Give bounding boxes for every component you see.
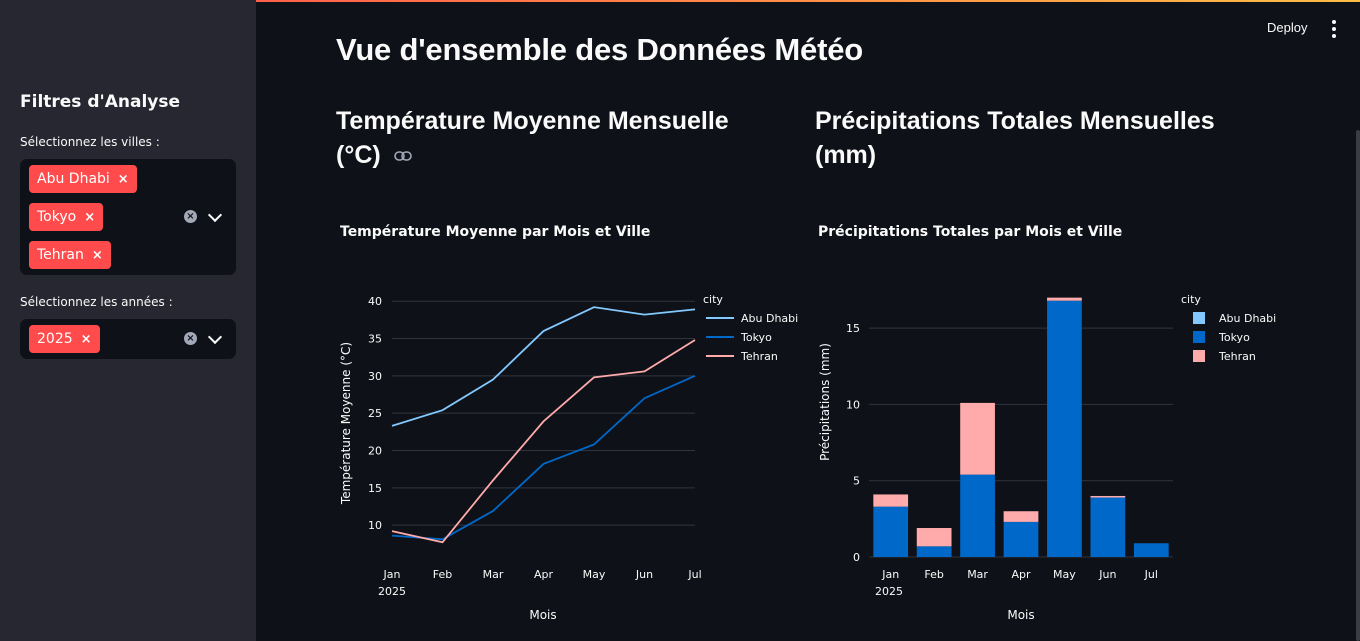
city-tag: Tokyo ×	[29, 203, 104, 231]
legend-item[interactable]: Tehran	[740, 350, 778, 363]
sidebar-title: Filtres d'Analyse	[20, 92, 181, 112]
top-accent-bar	[0, 0, 1360, 2]
chart-title: Température Moyenne par Mois et Ville	[340, 224, 650, 240]
legend-title: city	[1181, 293, 1201, 306]
bar-segment	[1090, 495, 1126, 498]
x-tick-label: Apr	[1011, 568, 1031, 581]
precipitation-section-line2: (mm)	[815, 141, 877, 169]
legend-swatch	[1193, 312, 1205, 324]
y-tick-label: 30	[368, 370, 382, 383]
x-axis-sublabel: 2025	[875, 585, 903, 598]
remove-tag-icon[interactable]: ×	[91, 248, 103, 263]
link-icon[interactable]	[393, 150, 412, 162]
bar-segment	[873, 494, 909, 507]
temperature-section-line2: (°C)	[336, 141, 381, 169]
bar-segment	[1090, 497, 1126, 557]
x-tick-label: Jan	[383, 568, 401, 581]
y-axis-label: Température Moyenne (°C)	[339, 342, 353, 505]
page-title: Vue d'ensemble des Données Météo	[336, 32, 863, 67]
bar-segment	[916, 546, 952, 557]
x-tick-label: Feb	[433, 568, 452, 581]
remove-tag-icon[interactable]: ×	[84, 210, 96, 225]
x-tick-label: May	[583, 568, 606, 581]
temperature-line-chart: Température Moyenne par Mois et Ville 10…	[339, 224, 798, 622]
series-line	[391, 339, 696, 544]
x-axis-label: Mois	[529, 608, 556, 622]
bar-segment	[916, 528, 952, 547]
sidebar: Filtres d'Analyse Sélectionnez les ville…	[0, 0, 256, 641]
y-tick-label: 15	[846, 322, 860, 335]
bar-segment	[1003, 511, 1039, 522]
x-tick-label: May	[1053, 568, 1076, 581]
legend-item[interactable]: Tehran	[1218, 350, 1256, 363]
y-tick-label: 0	[853, 551, 860, 564]
chart-title: Précipitations Totales par Mois et Ville	[818, 224, 1122, 240]
y-tick-label: 40	[368, 295, 382, 308]
x-axis-label: Mois	[1007, 608, 1034, 622]
city-tag: Abu Dhabi ×	[29, 165, 137, 193]
legend-item[interactable]: Abu Dhabi	[741, 312, 798, 325]
chevron-down-icon[interactable]	[207, 207, 223, 223]
remove-tag-icon[interactable]: ×	[117, 172, 129, 187]
x-tick-label: Jul	[1144, 568, 1158, 581]
y-tick-label: 10	[846, 398, 860, 411]
x-tick-label: Jul	[687, 568, 701, 581]
main-menu-icon[interactable]	[1328, 20, 1340, 38]
x-tick-label: Apr	[534, 568, 554, 581]
bar-segment	[1047, 297, 1082, 301]
remove-tag-icon[interactable]: ×	[80, 332, 92, 347]
y-tick-label: 35	[368, 333, 382, 346]
bar-segment	[873, 506, 909, 557]
x-tick-label: Feb	[924, 568, 943, 581]
years-label: Sélectionnez les années :	[20, 295, 173, 309]
temperature-section-line1: Température Moyenne Mensuelle	[336, 107, 729, 135]
temperature-section-title: Température Moyenne Mensuelle (°C)	[336, 104, 729, 172]
clear-all-icon[interactable]: ×	[184, 332, 197, 345]
y-tick-label: 5	[853, 475, 860, 488]
scrollbar[interactable]	[1356, 130, 1360, 641]
x-tick-label: Mar	[483, 568, 504, 581]
x-tick-label: Jan	[881, 568, 899, 581]
y-tick-label: 20	[368, 444, 382, 457]
y-tick-label: 10	[368, 519, 382, 532]
legend-swatch	[1193, 350, 1205, 362]
city-tag-label: Abu Dhabi	[37, 171, 110, 187]
legend-item[interactable]: Tokyo	[740, 331, 772, 344]
series-line	[391, 306, 696, 427]
years-multiselect[interactable]: 2025 × ×	[20, 319, 236, 359]
precipitation-section-line1: Précipitations Totales Mensuelles	[815, 107, 1215, 135]
x-tick-label: Jun	[635, 568, 653, 581]
x-axis-sublabel: 2025	[378, 585, 406, 598]
legend-item[interactable]: Abu Dhabi	[1219, 312, 1276, 325]
city-tag-label: Tehran	[37, 247, 84, 263]
deploy-button[interactable]: Deploy	[1267, 20, 1308, 35]
bar-segment	[960, 474, 995, 557]
precipitation-bar-chart: Précipitations Totales par Mois et Ville…	[818, 224, 1276, 622]
x-tick-label: Mar	[967, 568, 988, 581]
bar-segment	[1003, 521, 1039, 557]
bar-segment	[1047, 300, 1082, 557]
city-tag-label: Tokyo	[37, 209, 77, 225]
y-tick-label: 25	[368, 407, 382, 420]
series-line	[391, 375, 696, 541]
city-tag: Tehran ×	[29, 241, 111, 269]
bar-segment	[1133, 543, 1169, 557]
legend-swatch	[1193, 331, 1205, 343]
precipitation-section-title: Précipitations Totales Mensuelles (mm)	[815, 104, 1215, 172]
cities-multiselect[interactable]: Abu Dhabi × Tokyo × Tehran × ×	[20, 159, 236, 275]
y-tick-label: 15	[368, 482, 382, 495]
chevron-down-icon[interactable]	[207, 329, 223, 345]
clear-all-icon[interactable]: ×	[184, 210, 197, 223]
cities-label: Sélectionnez les villes :	[20, 135, 160, 149]
legend-title: city	[703, 293, 723, 306]
bar-segment	[960, 402, 995, 475]
year-tag-label: 2025	[37, 331, 73, 347]
y-axis-label: Précipitations (mm)	[818, 343, 832, 461]
legend-item[interactable]: Tokyo	[1218, 331, 1250, 344]
x-tick-label: Jun	[1098, 568, 1116, 581]
year-tag: 2025 ×	[29, 325, 100, 353]
